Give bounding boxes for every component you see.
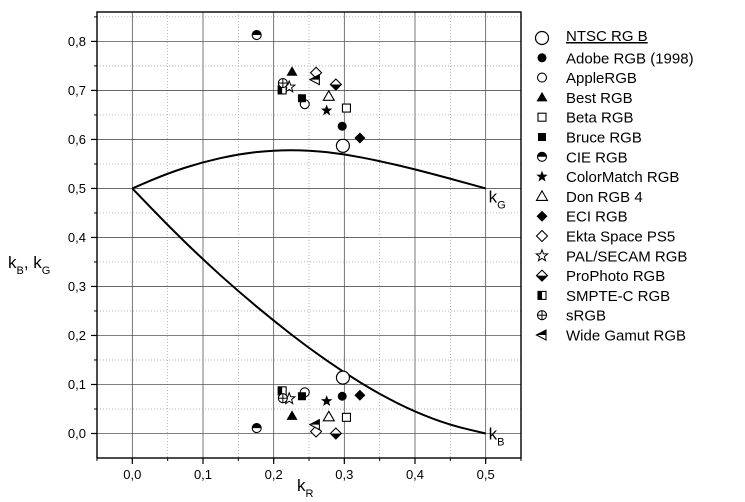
point-eci-rgb-0 [354,132,366,144]
point-cie-rgb-0 [251,29,262,41]
curve-label-kB: kB [489,424,505,448]
legend-marker-1 [537,53,547,63]
data-points [251,29,366,440]
point-best-rgb-0 [286,66,298,76]
point-beta-rgb-1 [341,412,352,422]
legend-label: NTSC RG B [566,28,648,45]
legend-marker-10 [535,229,549,243]
legend-marker-13 [537,290,547,300]
point-ntsc-rg-b-1 [335,370,351,385]
point-adobe-rgb-1998--0 [337,121,347,131]
point-best-rgb-1 [286,410,298,420]
legend-marker-7 [536,170,548,182]
legend-marker-12 [535,269,549,282]
point-cie-rgb-1 [251,423,262,434]
legend-label: Wide Gamut RGB [566,328,686,345]
legend-label: Ekta Space PS5 [566,229,675,246]
point-prophoto-rgb-1 [329,427,343,440]
y-tick-label: 0,5 [68,181,86,196]
legend-marker-6 [536,151,548,162]
legend-marker-0 [534,30,550,46]
legend-marker-5 [538,133,546,141]
point-don-rgb-4-1 [322,410,336,422]
legend-marker-11 [534,248,550,262]
legend-label: Bruce RGB [566,130,642,147]
x-tick-label: 0,2 [265,467,283,482]
legend-label: Best RGB [566,90,633,107]
legend-marker-8 [535,189,549,201]
point-bruce-rgb-0 [297,94,306,103]
point-srgb-1 [277,393,288,404]
legend: NTSC RG B Adobe RGB (1998) AppleRGB Best RG… [534,28,694,345]
y-axis-title: kB, kG [8,253,50,277]
legend-label: Don RGB 4 [566,189,643,206]
x-tick-label: 0,5 [477,467,495,482]
x-tick-label: 0,4 [406,467,424,482]
curve-label-kG: kG [489,187,506,211]
labels: kR kB, kG kG kB [8,187,506,500]
y-tick-label: 0,0 [68,426,86,441]
y-tick-label: 0,1 [68,377,86,392]
y-tick-label: 0,4 [68,230,86,245]
grid-lines [97,12,522,458]
point-don-rgb-4-0 [322,89,336,101]
point-bruce-rgb-1 [297,392,306,401]
y-tick-label: 0,3 [68,279,86,294]
x-tick-label: 0,0 [123,467,141,482]
legend-label: sRGB [566,308,606,325]
point-eci-rgb-1 [354,389,366,401]
x-axis-title: kR [297,476,314,500]
point-srgb-0 [277,78,288,89]
legend-label: PAL/SECAM RGB [566,248,687,265]
legend-label: AppleRGB [566,70,637,87]
point-wide-gamut-rgb-1 [308,418,320,431]
y-tick-label: 0,8 [68,34,86,49]
legend-marker-14 [536,310,548,321]
point-ntsc-rg-b-0 [335,138,351,153]
legend-marker-15 [535,329,547,341]
legend-label: ProPhoto RGB [566,268,665,285]
point-colormatch-rgb-1 [320,395,333,406]
legend-label: Beta RGB [566,110,634,127]
legend-marker-4 [537,112,547,122]
legend-marker-3 [536,91,548,102]
curves [131,149,487,435]
point-prophoto-rgb-0 [329,78,343,91]
point-adobe-rgb-1998--1 [337,391,347,401]
curve-B [131,187,486,435]
legend-label: SMPTE-C RGB [566,288,670,305]
legend-label: ColorMatch RGB [566,169,679,186]
legend-label: Adobe RGB (1998) [566,50,694,67]
legend-marker-9 [536,210,548,222]
legend-label: CIE RGB [566,149,628,166]
x-tick-label: 0,1 [194,467,212,482]
y-tick-label: 0,2 [68,328,86,343]
y-tick-label: 0,7 [68,83,86,98]
legend-marker-2 [536,72,548,83]
y-tick-label: 0,6 [68,132,86,147]
point-beta-rgb-0 [341,103,352,113]
x-tick-label: 0,3 [335,467,353,482]
legend-label: ECI RGB [566,209,628,226]
axes: 0,0 0,1 0,2 0,3 0,4 0,5 0,0 0,1 0,2 0,3 0,4 0,5 0,6 0… [68,11,522,482]
point-wide-gamut-rgb-0 [308,73,320,86]
curve-G [131,149,487,190]
point-colormatch-rgb-0 [320,104,333,116]
